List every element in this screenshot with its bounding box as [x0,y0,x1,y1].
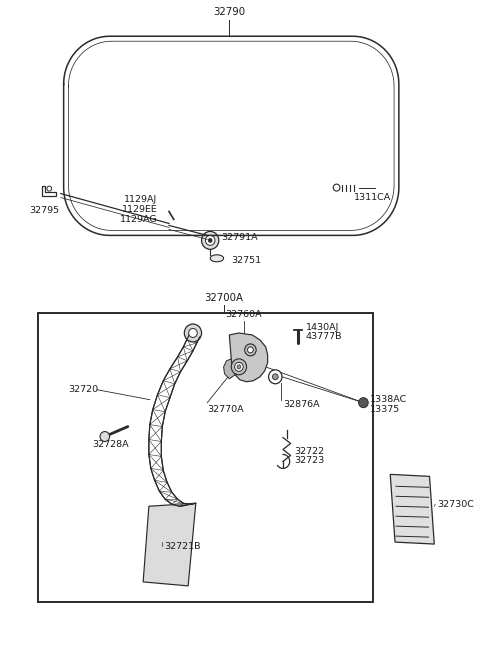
Text: 13375: 13375 [370,405,400,414]
Text: 32795: 32795 [29,206,60,215]
Circle shape [231,359,247,375]
Text: 32876A: 32876A [283,400,320,409]
Text: 1430AJ: 1430AJ [306,322,339,331]
Circle shape [208,238,212,242]
Text: 32770A: 32770A [207,405,244,414]
Text: 1311CA: 1311CA [354,193,391,202]
Polygon shape [229,333,268,382]
Text: 32791A: 32791A [222,233,258,242]
Bar [38,313,373,602]
Circle shape [245,344,256,356]
Circle shape [202,231,219,250]
Text: 1129EE: 1129EE [122,205,157,214]
Text: 32721B: 32721B [164,542,201,551]
Text: 1129AG: 1129AG [120,215,157,224]
Text: 32728A: 32728A [92,440,129,449]
Circle shape [184,324,202,342]
Polygon shape [149,333,200,506]
Circle shape [235,362,243,371]
Text: 43777B: 43777B [306,333,342,341]
Circle shape [359,398,368,407]
Circle shape [273,374,278,380]
Polygon shape [390,474,434,544]
Ellipse shape [210,255,224,262]
Text: 1338AC: 1338AC [370,395,408,404]
Polygon shape [224,359,235,379]
Text: 32760A: 32760A [226,310,262,319]
Text: 32700A: 32700A [204,293,243,303]
Text: 32730C: 32730C [437,500,474,509]
Circle shape [237,365,241,369]
Text: 32723: 32723 [294,456,324,465]
Circle shape [100,432,109,441]
Circle shape [248,347,253,353]
Text: 32720: 32720 [69,385,98,394]
Circle shape [189,329,197,337]
Text: 32751: 32751 [231,256,262,265]
Text: 1129AJ: 1129AJ [124,195,157,204]
Text: 32722: 32722 [294,447,324,456]
Circle shape [205,235,215,246]
Circle shape [269,370,282,384]
Text: 32790: 32790 [213,7,245,17]
Polygon shape [143,503,196,586]
